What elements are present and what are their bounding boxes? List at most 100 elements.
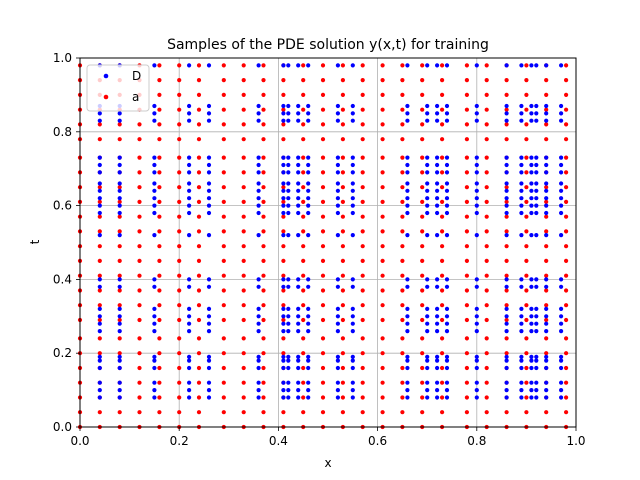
point-d <box>534 162 539 168</box>
point-a <box>137 303 142 308</box>
point-a <box>177 122 182 127</box>
point-a <box>440 155 445 160</box>
point-d <box>544 358 549 363</box>
point-a <box>261 351 266 356</box>
point-a <box>196 107 202 112</box>
point-d <box>256 63 261 68</box>
point-a <box>157 336 162 341</box>
point-a <box>301 244 306 249</box>
point-a <box>400 273 405 278</box>
point-d <box>117 203 122 208</box>
point-a <box>301 78 306 83</box>
point-a <box>196 199 202 204</box>
point-a <box>484 365 489 371</box>
point-a <box>320 273 326 278</box>
point-d <box>444 284 450 289</box>
point-a <box>464 63 469 68</box>
point-d <box>206 181 212 186</box>
point-d <box>474 181 479 186</box>
point-d <box>350 358 355 363</box>
point-a <box>564 199 569 204</box>
point-d <box>405 380 410 385</box>
point-d <box>206 314 212 319</box>
point-d <box>306 203 311 208</box>
point-d <box>152 203 157 208</box>
point-a <box>177 92 182 97</box>
point-d <box>474 118 479 123</box>
point-d <box>306 284 311 289</box>
point-a <box>137 214 142 219</box>
point-d <box>97 181 102 186</box>
point-d <box>296 181 301 186</box>
point-a <box>97 199 102 204</box>
point-a <box>400 395 405 400</box>
point-d <box>474 170 479 175</box>
point-a <box>301 273 306 278</box>
point-d <box>286 170 291 175</box>
point-a <box>524 92 529 97</box>
point-d <box>296 103 301 109</box>
point-a <box>340 288 345 293</box>
point-d <box>544 388 549 393</box>
point-d <box>534 388 539 393</box>
point-a <box>241 63 246 68</box>
point-a <box>137 317 142 323</box>
point-a <box>117 410 122 415</box>
point-d <box>296 365 301 371</box>
point-d <box>206 188 212 193</box>
point-d <box>534 103 539 109</box>
point-d <box>435 111 440 116</box>
point-a <box>564 63 569 68</box>
point-d <box>425 118 430 123</box>
point-d <box>152 358 157 363</box>
point-d <box>286 155 291 160</box>
point-a <box>137 137 142 142</box>
point-a <box>440 410 445 415</box>
point-d <box>281 170 286 175</box>
point-d <box>286 203 291 208</box>
point-d <box>504 365 509 371</box>
point-a <box>380 155 385 160</box>
point-d <box>444 306 450 311</box>
point-a <box>340 185 345 190</box>
point-d <box>350 380 355 385</box>
point-d <box>504 329 509 334</box>
point-a <box>380 185 385 190</box>
point-d <box>97 321 102 326</box>
point-d <box>256 181 261 186</box>
point-d <box>256 188 261 193</box>
point-a <box>464 170 469 175</box>
point-d <box>405 188 410 193</box>
point-d <box>534 210 539 216</box>
point-a <box>241 78 246 83</box>
point-d <box>335 196 340 201</box>
point-a <box>340 92 345 97</box>
point-a <box>504 214 509 219</box>
point-d <box>206 155 212 160</box>
point-a <box>440 273 445 278</box>
point-d <box>534 196 539 201</box>
point-d <box>425 321 430 326</box>
point-d <box>444 380 450 385</box>
point-d <box>306 395 311 400</box>
point-a <box>360 258 365 263</box>
point-d <box>286 380 291 385</box>
point-a <box>504 199 509 204</box>
point-a <box>564 214 569 219</box>
point-a <box>241 288 246 293</box>
point-d <box>350 395 355 400</box>
point-d <box>117 155 122 160</box>
point-d <box>529 233 534 238</box>
point-d <box>97 380 102 385</box>
point-d <box>152 188 157 193</box>
point-d <box>256 170 261 175</box>
point-a <box>241 303 246 308</box>
point-d <box>281 103 286 109</box>
point-a <box>340 395 345 400</box>
point-d <box>474 277 479 282</box>
data-points <box>77 63 569 430</box>
point-a <box>177 199 182 204</box>
point-a <box>464 244 469 249</box>
point-d <box>281 162 286 168</box>
point-a <box>504 303 509 308</box>
